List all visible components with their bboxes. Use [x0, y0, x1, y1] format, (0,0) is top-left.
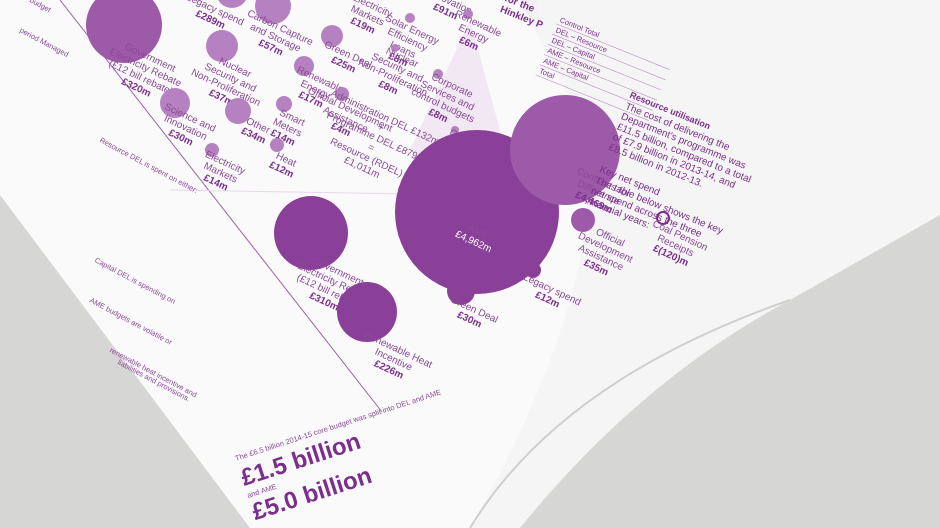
equation-line: = — [366, 142, 376, 155]
bubble — [160, 88, 190, 118]
bubble — [274, 196, 348, 270]
table-rule — [535, 74, 649, 121]
table-rule — [556, 23, 670, 70]
bubble — [255, 0, 291, 24]
bubble — [525, 262, 541, 278]
bubble — [337, 282, 397, 342]
bubble — [391, 44, 399, 52]
column-divider — [59, 0, 383, 413]
bubble — [335, 87, 349, 101]
bubble — [451, 126, 459, 134]
bubble — [510, 95, 620, 205]
table-rule — [539, 64, 654, 111]
table-rule — [547, 44, 662, 91]
bubble — [294, 56, 314, 76]
bubble — [86, 0, 162, 63]
bubble — [571, 208, 595, 232]
bubble — [463, 9, 473, 19]
bubble — [321, 25, 343, 47]
table-rule — [552, 33, 666, 81]
bubble — [656, 211, 670, 225]
bubble — [225, 98, 251, 124]
bubble — [206, 30, 238, 62]
bubble — [405, 13, 415, 23]
bubble — [218, 0, 246, 8]
bubble — [447, 277, 475, 305]
bubble — [270, 138, 284, 152]
bubble — [433, 69, 443, 79]
page-edge — [469, 299, 791, 528]
table-rule — [543, 54, 658, 101]
bubble — [205, 143, 219, 157]
equation-line: + — [375, 122, 385, 135]
bubble — [276, 96, 292, 112]
